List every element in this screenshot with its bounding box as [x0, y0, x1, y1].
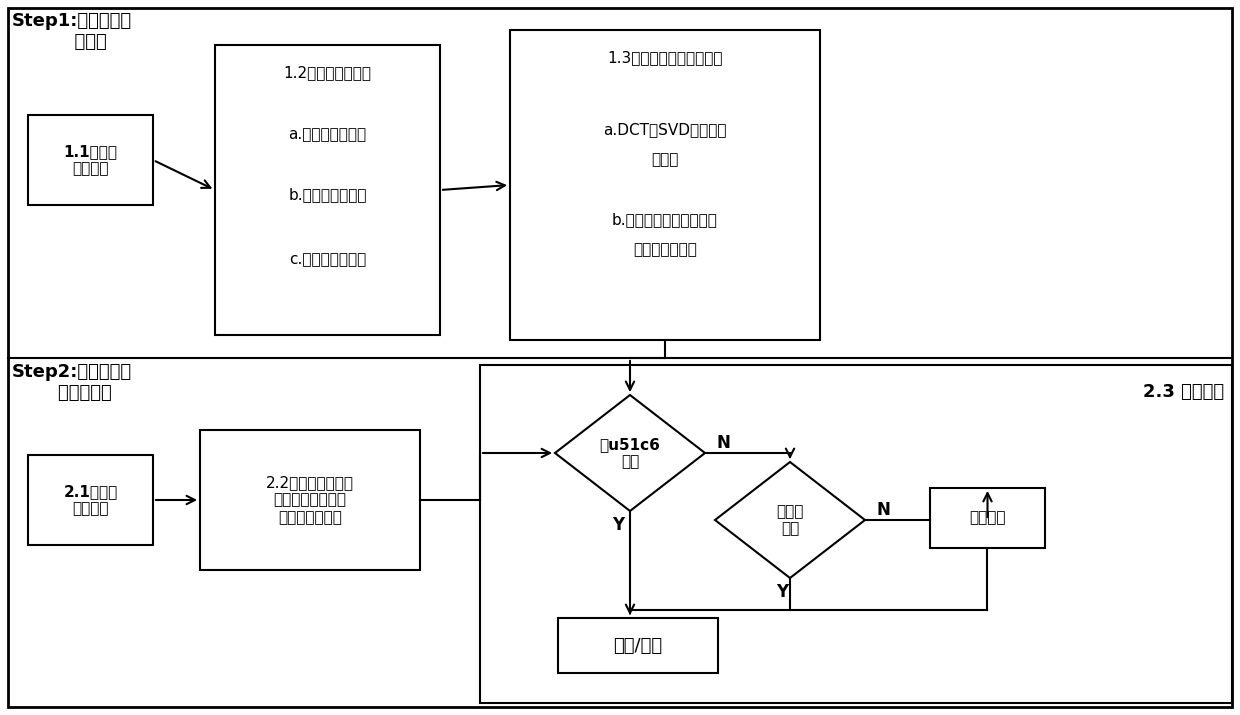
Text: N: N	[877, 501, 890, 519]
Bar	[510, 30, 820, 340]
Text: 2.1获取实
验数据集: 2.1获取实 验数据集	[63, 484, 118, 516]
Text: Step2:感知哈希入
    侵检测阶段: Step2:感知哈希入 侵检测阶段	[12, 363, 133, 402]
Text: a.属性信息熵计算: a.属性信息熵计算	[289, 127, 367, 142]
Text: 2.3 入侵检测: 2.3 入侵检测	[1143, 383, 1224, 401]
Bar	[200, 430, 420, 570]
Bar	[558, 618, 718, 673]
Bar	[930, 488, 1045, 548]
Text: 2.2图像感知哈希提
取技术获得流量特
征图的哈希摘要: 2.2图像感知哈希提 取技术获得流量特 征图的哈希摘要	[267, 475, 353, 525]
Bar	[29, 115, 153, 205]
Text: 正常/异常: 正常/异常	[614, 636, 662, 654]
Text: 1.3图像感知哈希特征提取: 1.3图像感知哈希特征提取	[608, 51, 723, 66]
Bar	[29, 455, 153, 545]
Text: 汉明距
匹配: 汉明距 匹配	[776, 504, 804, 536]
Text: 精u51c6
匹配: 精u51c6 匹配	[600, 437, 661, 469]
Text: Y: Y	[776, 583, 789, 601]
Bar	[215, 45, 440, 335]
Text: b.部分属性归一化: b.部分属性归一化	[288, 187, 367, 202]
Text: N: N	[715, 434, 730, 452]
Text: a.DCT、SVD计算感知: a.DCT、SVD计算感知	[603, 122, 727, 137]
Text: 1.1获取训
练数据集: 1.1获取训 练数据集	[63, 144, 118, 176]
Text: 哈希码: 哈希码	[651, 152, 678, 167]
Polygon shape	[556, 395, 706, 511]
Bar	[480, 365, 1233, 703]
Polygon shape	[715, 462, 866, 578]
Text: 聚类分析: 聚类分析	[970, 511, 1006, 526]
Text: b.遍历并构建正常和异常: b.遍历并构建正常和异常	[613, 212, 718, 227]
Text: 流量哈希摘要库: 流量哈希摘要库	[634, 242, 697, 257]
Text: 1.2流量特征图技术: 1.2流量特征图技术	[284, 66, 372, 81]
Text: Y: Y	[611, 516, 624, 534]
Text: c.多元相关性分析: c.多元相关性分析	[289, 252, 366, 267]
Text: Step1:正常行为建
      模阶段: Step1:正常行为建 模阶段	[12, 12, 133, 51]
